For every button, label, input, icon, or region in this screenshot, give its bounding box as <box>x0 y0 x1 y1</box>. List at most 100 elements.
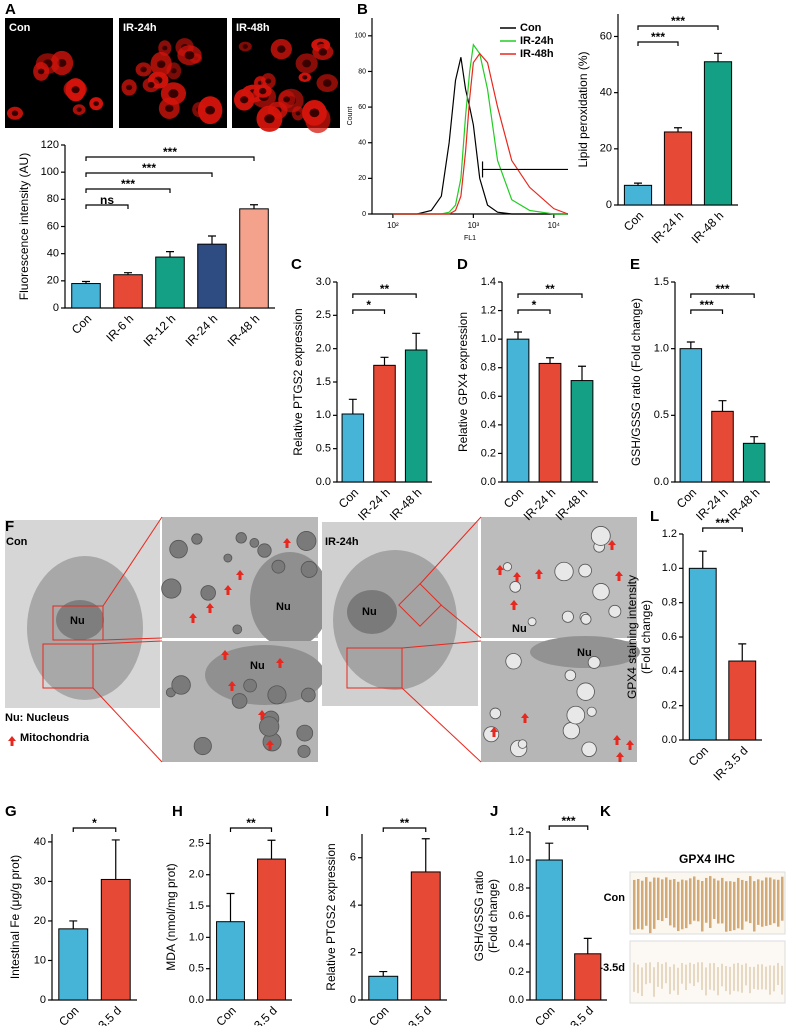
villus <box>697 962 699 983</box>
significance-bracket <box>85 172 213 177</box>
y-tick-label: 0.0 <box>654 476 669 488</box>
panel-letter: H <box>172 803 183 820</box>
y-tick-label: 0 <box>350 994 356 1006</box>
nucleus-shape <box>56 600 104 640</box>
mitochondria-arrow <box>8 736 16 746</box>
organelle <box>578 563 592 578</box>
nucleus-shape <box>347 590 397 634</box>
cell-core <box>242 44 248 49</box>
zoom-box <box>52 605 104 641</box>
villus <box>705 967 707 996</box>
organelle <box>191 533 203 545</box>
series-line <box>392 57 568 215</box>
organelle <box>249 538 260 548</box>
y-tick-label: 80 <box>47 193 59 205</box>
significance-bracket <box>85 204 129 209</box>
organelle <box>517 739 528 749</box>
x-tick-label: 10⁴ <box>548 221 561 230</box>
x-tick-label: IR-3.5 d <box>394 1003 434 1026</box>
bar <box>711 410 734 483</box>
y-axis-label: Relative PTGS2 expression <box>291 308 305 455</box>
mitochondria-arrow <box>615 571 623 581</box>
x-axis-label: FL1 <box>464 235 476 242</box>
series-line <box>392 52 569 215</box>
villus <box>745 963 747 986</box>
significance-bracket <box>690 309 724 314</box>
cell-core <box>283 96 291 103</box>
villus <box>665 877 668 919</box>
cell-core <box>302 59 312 68</box>
villus <box>633 962 635 992</box>
villus <box>705 877 708 923</box>
y-tick-label: 0.8 <box>662 597 677 609</box>
error-bar <box>421 838 430 872</box>
organelle <box>509 581 522 593</box>
significance-bracket <box>690 293 755 298</box>
bar <box>410 871 441 1001</box>
cell-core <box>184 50 195 60</box>
mitochondria-arrow <box>266 740 274 750</box>
mitochondria-arrow <box>258 710 266 720</box>
y-tick-label: 2 <box>350 946 356 958</box>
villus <box>717 967 719 996</box>
mitochondria-arrow <box>228 681 236 691</box>
bar <box>239 208 269 309</box>
bar <box>535 859 563 1001</box>
y-tick-label: 1.0 <box>654 343 669 355</box>
significance-bracket <box>352 309 386 314</box>
villus <box>753 966 755 989</box>
significance-bracket <box>382 827 427 832</box>
organelle <box>576 682 595 701</box>
zoom-line <box>419 516 482 585</box>
significance-label: *** <box>163 145 177 159</box>
y-axis-label: (Fold change) <box>639 600 653 674</box>
y-tick-label: 60 <box>47 220 59 232</box>
significance-label: *** <box>651 30 665 44</box>
x-tick-label: IR-3.5 d <box>711 743 751 783</box>
villus <box>657 877 660 921</box>
x-tick-label: IR-24 h <box>355 485 393 523</box>
bar <box>404 349 428 483</box>
error-bar <box>674 127 682 132</box>
villus <box>729 881 732 932</box>
bar <box>663 131 693 206</box>
y-tick-label: 1.5 <box>189 900 204 912</box>
zoom-line <box>440 604 482 639</box>
image-label: Con <box>9 22 31 34</box>
villus <box>685 964 687 991</box>
error-bar <box>111 839 120 880</box>
villus <box>689 962 691 984</box>
organelle <box>193 736 212 756</box>
bar <box>570 380 594 483</box>
organelle <box>564 669 577 682</box>
villus <box>641 967 643 997</box>
zoom-line <box>92 687 163 763</box>
villus <box>681 963 683 984</box>
organelle <box>590 526 611 546</box>
organelle <box>267 685 287 705</box>
significance-label: *** <box>142 161 156 175</box>
cell-core <box>93 101 99 107</box>
significance-bracket <box>548 825 589 830</box>
error-bar <box>380 356 389 366</box>
villus <box>673 964 675 991</box>
error-bar <box>583 937 592 954</box>
villus <box>757 879 760 925</box>
series-line <box>392 43 568 215</box>
villus <box>709 876 712 928</box>
villus <box>741 879 744 930</box>
significance-label: ** <box>380 282 390 296</box>
zoom-line <box>92 640 163 645</box>
nucleus-label: Nu <box>362 606 377 618</box>
organelle <box>297 744 311 758</box>
y-tick-label: 2.5 <box>189 837 204 849</box>
y-tick-label: 3.0 <box>316 276 331 288</box>
villus <box>725 881 728 932</box>
cell-core <box>37 68 45 75</box>
legend-label: IR-48h <box>520 48 554 60</box>
zoom-line <box>401 687 482 763</box>
bar <box>506 338 530 483</box>
x-tick-label: Con <box>69 311 94 336</box>
y-tick-label: 120 <box>41 139 59 151</box>
y-tick-label: 0 <box>362 211 366 218</box>
